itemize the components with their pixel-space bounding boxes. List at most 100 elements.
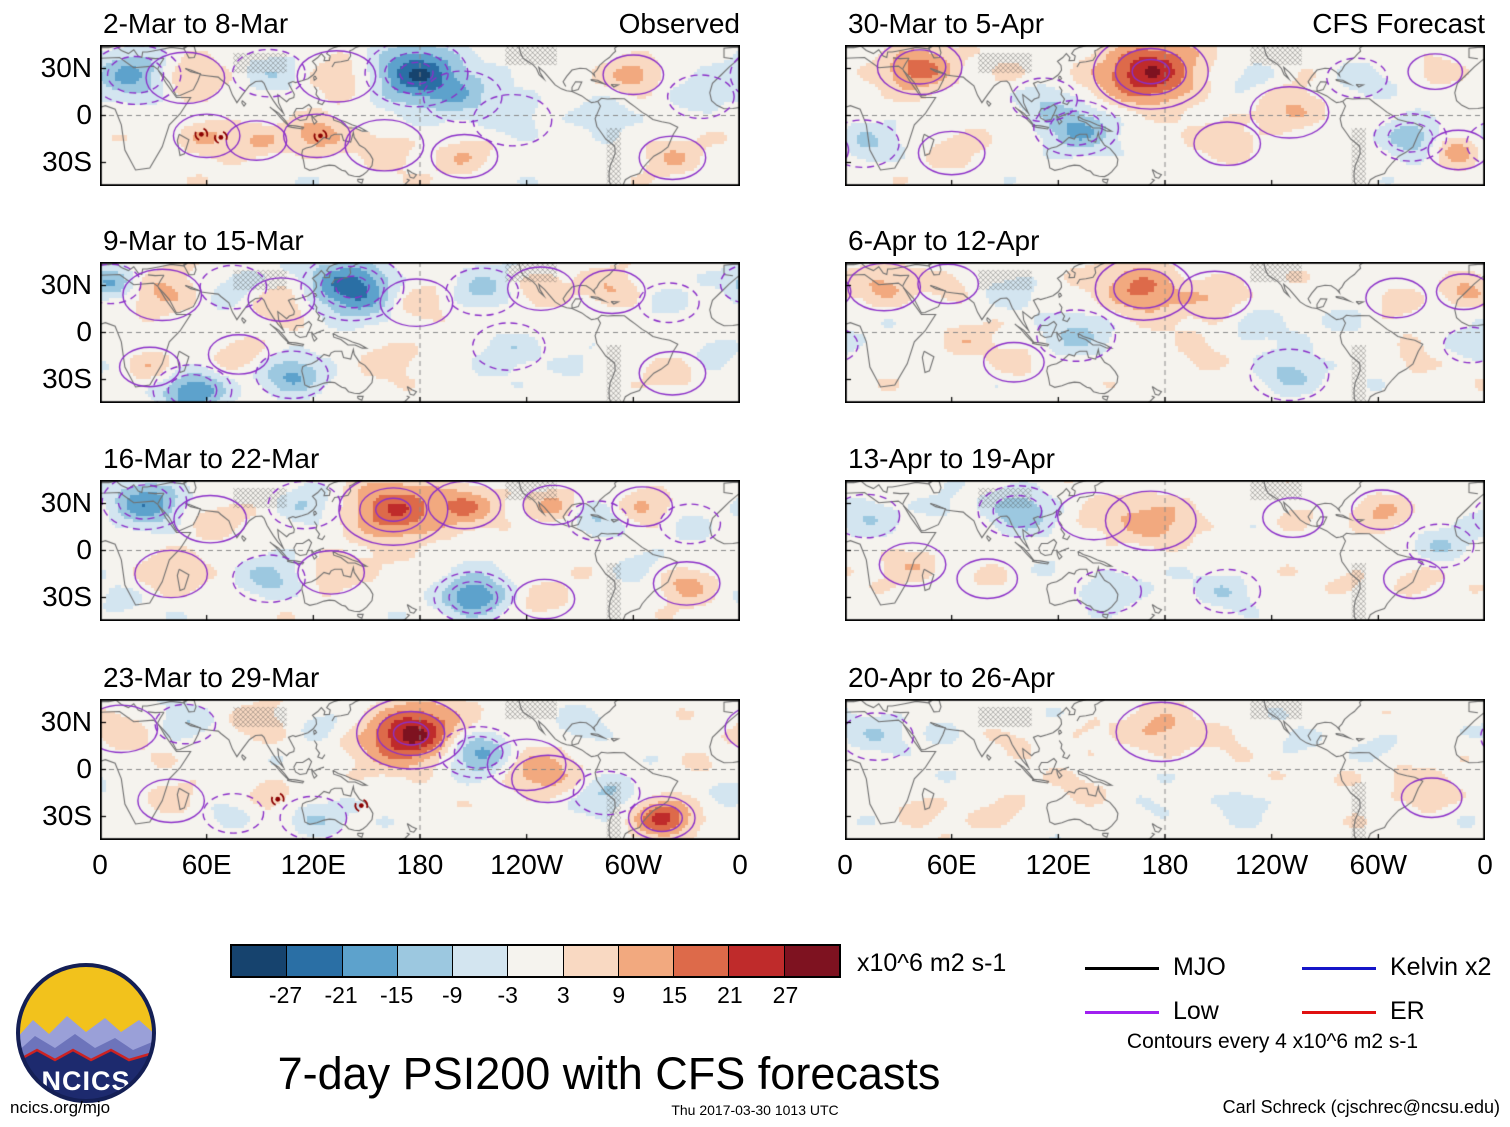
panel-title: 23-Mar to 29-Mar xyxy=(103,662,319,694)
map-canvas xyxy=(845,262,1485,403)
lon-tick-label: 60W xyxy=(1349,849,1408,880)
legend-line-kelvin-x2 xyxy=(1302,967,1376,970)
colorbar-segment xyxy=(618,946,675,976)
footer-timestamp-text: Thu 2017-03-30 1013 UTC xyxy=(671,1102,839,1118)
panel-title-text: 13-Apr to 19-Apr xyxy=(848,443,1055,474)
lat-tick-label: 0 xyxy=(76,315,92,347)
colorbar-tick-label: 27 xyxy=(772,982,799,1008)
colorbar-segment xyxy=(563,946,619,976)
lon-tick-label: 120E xyxy=(280,849,347,880)
legend-line-low xyxy=(1085,1011,1159,1014)
legend-label: Kelvin x2 xyxy=(1390,953,1492,981)
lat-tick-label: 30S xyxy=(42,580,92,612)
panel-title: 20-Apr to 26-Apr xyxy=(848,662,1055,694)
footer-url-text: ncics.org/mjo xyxy=(10,1098,111,1117)
lon-tick-label: 60E xyxy=(181,849,232,880)
lon-tick-label: 0 xyxy=(837,849,853,880)
colorbar-segment xyxy=(674,946,730,976)
colorbar xyxy=(230,944,841,978)
colorbar-segment xyxy=(729,946,785,976)
ncics-logo: NCICS xyxy=(16,963,156,1103)
colorbar-segment xyxy=(342,946,398,976)
lat-tick-label: 0 xyxy=(76,533,92,565)
panel-title-text: 23-Mar to 29-Mar xyxy=(103,662,320,693)
lon-tick-label: 180 xyxy=(1141,849,1189,880)
colorbar-segment xyxy=(397,946,454,976)
map-canvas xyxy=(845,480,1485,621)
logo-text: NCICS xyxy=(41,1066,130,1096)
panel-title-text: 16-Mar to 22-Mar xyxy=(103,443,320,474)
panel-title: 16-Mar to 22-Mar xyxy=(103,443,319,475)
map-canvas xyxy=(845,45,1485,186)
colorbar-segment xyxy=(232,946,288,976)
column-header-forecast: CFS Forecast xyxy=(1185,8,1485,40)
panel-title: 2-Mar to 8-Mar xyxy=(103,8,288,40)
lat-tick-label: 30N xyxy=(40,51,92,83)
footer-author: Carl Schreck (cjschrec@ncsu.edu) xyxy=(1000,1097,1500,1118)
lon-tick-label: 60E xyxy=(926,849,977,880)
colorbar-tick-label: -27 xyxy=(268,982,303,1008)
lon-tick-label: 120E xyxy=(1025,849,1092,880)
colorbar-tick-label: 9 xyxy=(612,982,626,1008)
lat-tick-label: 0 xyxy=(76,98,92,130)
lon-tick-label: 60W xyxy=(604,849,663,880)
footer-author-text: Carl Schreck (cjschrec@ncsu.edu) xyxy=(1222,1097,1500,1117)
lat-tick-label: 30N xyxy=(40,486,92,518)
map-canvas xyxy=(100,699,740,840)
logo-red-ridge xyxy=(18,1048,154,1064)
panel-title: 13-Apr to 19-Apr xyxy=(848,443,1055,475)
lat-tick-label: 0 xyxy=(76,752,92,784)
footer-url: ncics.org/mjo xyxy=(10,1098,110,1118)
legend-line-er xyxy=(1302,1011,1376,1014)
lat-tick-label: 30N xyxy=(40,705,92,737)
logo-ring xyxy=(16,963,156,1103)
map-canvas xyxy=(100,480,740,621)
lon-tick-label: 0 xyxy=(732,849,748,880)
map-canvas xyxy=(100,45,740,186)
lon-tick-label: 180 xyxy=(396,849,444,880)
lat-tick-label: 30S xyxy=(42,145,92,177)
map-canvas xyxy=(845,699,1485,840)
lon-tick-label: 0 xyxy=(92,849,108,880)
colorbar-tick-label: -9 xyxy=(441,982,463,1008)
panel-title-text: 30-Mar to 5-Apr xyxy=(848,8,1045,39)
colorbar-tick-label: -3 xyxy=(497,982,518,1008)
colorbar-tick-label: 3 xyxy=(556,982,570,1008)
legend-label: Low xyxy=(1173,997,1219,1025)
legend-note-text: Contours every 4 x10^6 m2 s-1 xyxy=(1126,1030,1419,1053)
column-header-text: CFS Forecast xyxy=(1312,8,1485,39)
panel-title-text: 6-Apr to 12-Apr xyxy=(848,225,1040,256)
column-header-observed: Observed xyxy=(440,8,740,40)
colorbar-segment xyxy=(784,946,839,976)
lon-tick-label: 120W xyxy=(490,849,564,880)
lat-tick-label: 30N xyxy=(40,268,92,300)
panel-title-text: 2-Mar to 8-Mar xyxy=(103,8,289,39)
lat-tick-label: 30S xyxy=(42,799,92,831)
colorbar-tick-label: 15 xyxy=(661,982,688,1008)
legend-line-mjo xyxy=(1085,967,1159,970)
panel-title-text: 9-Mar to 15-Mar xyxy=(103,225,304,256)
legend-note: Contours every 4 x10^6 m2 s-1 xyxy=(1085,1030,1460,1054)
map-canvas xyxy=(100,262,740,403)
footer-timestamp: Thu 2017-03-30 1013 UTC xyxy=(0,1102,1510,1118)
colorbar-tick-label: -15 xyxy=(380,982,414,1008)
colorbar-segment xyxy=(453,946,509,976)
panel-title: 9-Mar to 15-Mar xyxy=(103,225,304,257)
colorbar-unit-text: x10^6 m2 s-1 xyxy=(857,949,1007,977)
legend-label: ER xyxy=(1390,997,1425,1025)
main-title: 7-day PSI200 with CFS forecasts xyxy=(228,1048,990,1100)
colorbar-segment xyxy=(508,946,564,976)
panel-title-text: 20-Apr to 26-Apr xyxy=(848,662,1055,693)
column-header-text: Observed xyxy=(618,8,740,39)
legend-label: MJO xyxy=(1173,953,1226,981)
colorbar-segment xyxy=(287,946,343,976)
main-title-text: 7-day PSI200 with CFS forecasts xyxy=(277,1048,941,1099)
lon-tick-label: 120W xyxy=(1235,849,1309,880)
lon-tick-label: 0 xyxy=(1477,849,1493,880)
colorbar-tick-label: 21 xyxy=(717,982,743,1008)
lat-tick-label: 30S xyxy=(42,362,92,394)
panel-title: 6-Apr to 12-Apr xyxy=(848,225,1039,257)
panel-title: 30-Mar to 5-Apr xyxy=(848,8,1044,40)
colorbar-unit: x10^6 m2 s-1 xyxy=(857,949,1006,978)
